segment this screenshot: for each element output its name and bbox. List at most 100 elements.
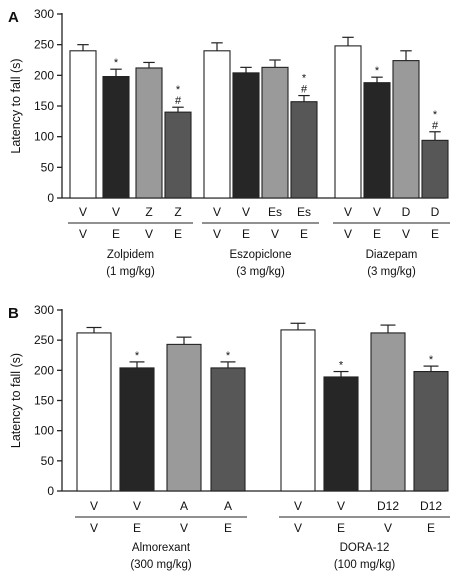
condition-label-treatment: E [224, 521, 232, 535]
condition-label-treatment: V [294, 521, 302, 535]
bar [261, 66, 289, 199]
condition-label-treatment: V [90, 521, 98, 535]
y-tick-label: 50 [41, 454, 55, 468]
condition-label-pretreatment: Z [174, 205, 181, 219]
bar [203, 50, 231, 199]
condition-label-treatment: V [213, 227, 221, 241]
bar [334, 45, 362, 199]
condition-label-pretreatment: V [373, 205, 381, 219]
group-label: Zolpidem [107, 249, 154, 261]
group-dose-label: (3 mg/kg) [367, 266, 416, 278]
condition-label-pretreatment: V [242, 205, 250, 219]
bar [421, 139, 449, 199]
group-label: Eszopiclone [229, 249, 291, 261]
y-axis-title: Latency to fall (s) [9, 58, 23, 153]
bar [102, 76, 130, 199]
significance-star: * [226, 350, 231, 362]
bar [413, 370, 449, 492]
panel-letter: A [8, 9, 19, 26]
y-tick-label: 300 [34, 303, 54, 317]
condition-label-pretreatment: A [180, 499, 188, 513]
y-tick-label: 150 [34, 394, 54, 408]
condition-label-pretreatment: V [112, 205, 120, 219]
bar [392, 60, 420, 199]
significance-star: * [135, 350, 140, 362]
bar [69, 50, 97, 199]
condition-label-treatment: E [431, 227, 439, 241]
bar [76, 332, 112, 492]
condition-label-pretreatment: D [431, 205, 440, 219]
condition-label-treatment: V [384, 521, 392, 535]
condition-label-treatment: E [373, 227, 381, 241]
bar [370, 332, 406, 492]
condition-label-treatment: V [344, 227, 352, 241]
condition-label-pretreatment: A [224, 499, 232, 513]
condition-label-treatment: E [337, 521, 345, 535]
bar [166, 343, 202, 492]
group-label: DORA-12 [340, 542, 390, 554]
group-dose-label: (1 mg/kg) [106, 266, 155, 278]
condition-label-treatment: E [112, 227, 120, 241]
condition-label-pretreatment: D12 [420, 499, 442, 513]
condition-label-pretreatment: Es [268, 205, 282, 219]
bar [323, 376, 359, 492]
significance-star: * [375, 65, 380, 77]
condition-label-treatment: V [271, 227, 279, 241]
group-label: Almorexant [132, 542, 191, 554]
bar [290, 101, 318, 199]
condition-label-treatment: V [145, 227, 153, 241]
group-dose-label: (300 mg/kg) [130, 559, 192, 571]
condition-label-treatment: V [180, 521, 188, 535]
condition-label-treatment: E [174, 227, 182, 241]
y-tick-label: 300 [34, 7, 54, 21]
condition-label-pretreatment: Es [297, 205, 311, 219]
significance-star: * [302, 73, 307, 85]
significance-star: * [433, 109, 438, 121]
bar [232, 72, 260, 199]
condition-label-pretreatment: Z [145, 205, 152, 219]
group-dose-label: (100 mg/kg) [334, 559, 396, 571]
y-tick-label: 250 [34, 38, 54, 52]
significance-star: * [429, 354, 434, 366]
significance-hash: # [175, 95, 182, 107]
y-axis-title: Latency to fall (s) [9, 353, 23, 448]
condition-label-treatment: E [133, 521, 141, 535]
panel-letter: B [8, 305, 19, 322]
y-tick-label: 0 [47, 191, 54, 205]
y-tick-label: 0 [47, 484, 54, 498]
condition-label-pretreatment: V [133, 499, 141, 513]
condition-label-treatment: E [427, 521, 435, 535]
bar [363, 82, 391, 199]
condition-label-pretreatment: V [337, 499, 345, 513]
y-tick-label: 100 [34, 424, 54, 438]
significance-star: * [114, 57, 119, 69]
bar [210, 367, 246, 492]
group-label: Diazepam [366, 249, 418, 261]
significance-star: * [339, 360, 344, 372]
y-tick-label: 50 [41, 160, 55, 174]
y-tick-label: 200 [34, 68, 54, 82]
condition-label-pretreatment: V [90, 499, 98, 513]
group-dose-label: (3 mg/kg) [236, 266, 285, 278]
condition-label-treatment: E [300, 227, 308, 241]
condition-label-pretreatment: V [344, 205, 352, 219]
significance-star: * [176, 84, 181, 96]
y-tick-label: 250 [34, 333, 54, 347]
condition-label-pretreatment: D [402, 205, 411, 219]
condition-label-treatment: V [402, 227, 410, 241]
condition-label-treatment: E [242, 227, 250, 241]
condition-label-pretreatment: V [294, 499, 302, 513]
bar [119, 367, 155, 492]
significance-hash: # [432, 120, 439, 132]
condition-label-pretreatment: V [79, 205, 87, 219]
condition-label-pretreatment: D12 [377, 499, 399, 513]
bar [135, 67, 163, 199]
